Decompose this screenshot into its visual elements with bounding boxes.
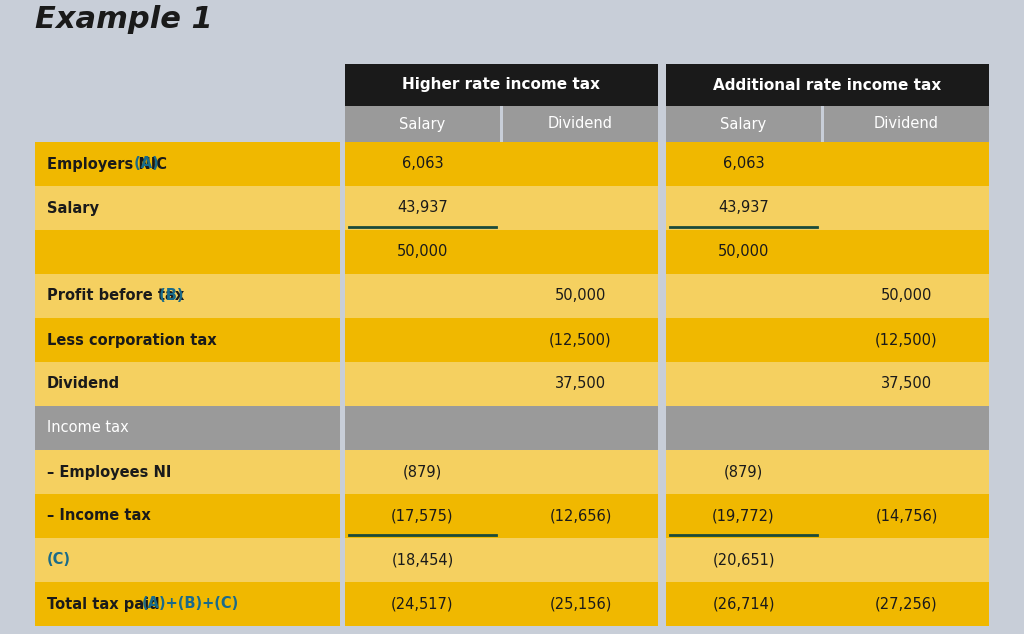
Text: (19,772): (19,772) bbox=[712, 508, 775, 524]
Bar bbox=[666, 318, 989, 362]
Text: – Income tax: – Income tax bbox=[47, 508, 151, 524]
Text: 50,000: 50,000 bbox=[718, 245, 769, 259]
Text: (26,714): (26,714) bbox=[713, 597, 775, 612]
Text: (879): (879) bbox=[402, 465, 442, 479]
Text: Salary: Salary bbox=[720, 117, 767, 131]
Bar bbox=[35, 230, 340, 274]
Text: Dividend: Dividend bbox=[548, 117, 613, 131]
Bar bbox=[345, 230, 658, 274]
Text: Employers NIC: Employers NIC bbox=[47, 157, 167, 172]
Bar bbox=[345, 406, 658, 450]
Bar bbox=[35, 406, 340, 450]
Bar bbox=[666, 106, 821, 142]
Bar bbox=[666, 538, 989, 582]
Bar bbox=[35, 494, 340, 538]
Bar bbox=[345, 274, 658, 318]
Bar bbox=[666, 582, 989, 626]
Bar bbox=[666, 362, 989, 406]
Text: (879): (879) bbox=[724, 465, 763, 479]
Text: 37,500: 37,500 bbox=[555, 377, 606, 392]
Text: 43,937: 43,937 bbox=[718, 200, 769, 216]
Bar bbox=[35, 186, 340, 230]
Text: (27,256): (27,256) bbox=[876, 597, 938, 612]
Text: (A): (A) bbox=[129, 157, 159, 172]
Text: (A)+(B)+(C): (A)+(B)+(C) bbox=[141, 597, 239, 612]
Text: 50,000: 50,000 bbox=[397, 245, 449, 259]
Bar bbox=[345, 106, 500, 142]
Bar bbox=[345, 64, 658, 106]
Text: (20,651): (20,651) bbox=[713, 552, 775, 567]
Bar bbox=[666, 64, 989, 106]
Bar bbox=[345, 582, 658, 626]
Text: 43,937: 43,937 bbox=[397, 200, 447, 216]
Bar bbox=[345, 538, 658, 582]
Bar bbox=[666, 274, 989, 318]
Bar bbox=[666, 142, 989, 186]
Bar bbox=[35, 142, 340, 186]
Text: 50,000: 50,000 bbox=[555, 288, 606, 304]
Text: Example 1: Example 1 bbox=[35, 5, 213, 34]
Bar bbox=[35, 274, 340, 318]
Text: 6,063: 6,063 bbox=[401, 157, 443, 172]
Text: 6,063: 6,063 bbox=[723, 157, 764, 172]
Text: Salary: Salary bbox=[47, 200, 99, 216]
Text: Total tax paid: Total tax paid bbox=[47, 597, 165, 612]
Bar bbox=[666, 450, 989, 494]
Text: (12,500): (12,500) bbox=[876, 332, 938, 347]
Text: 50,000: 50,000 bbox=[881, 288, 932, 304]
Bar bbox=[35, 318, 340, 362]
Bar bbox=[35, 362, 340, 406]
Text: Salary: Salary bbox=[399, 117, 445, 131]
Text: (24,517): (24,517) bbox=[391, 597, 454, 612]
Text: (12,656): (12,656) bbox=[549, 508, 611, 524]
Text: (25,156): (25,156) bbox=[549, 597, 611, 612]
Text: Less corporation tax: Less corporation tax bbox=[47, 332, 217, 347]
Text: Dividend: Dividend bbox=[47, 377, 120, 392]
Bar bbox=[666, 186, 989, 230]
Text: (18,454): (18,454) bbox=[391, 552, 454, 567]
Bar bbox=[503, 106, 658, 142]
Text: Dividend: Dividend bbox=[874, 117, 939, 131]
Text: Income tax: Income tax bbox=[47, 420, 129, 436]
Bar bbox=[35, 626, 340, 634]
Text: Higher rate income tax: Higher rate income tax bbox=[402, 77, 600, 93]
Text: (14,756): (14,756) bbox=[876, 508, 938, 524]
Bar bbox=[666, 406, 989, 450]
Bar bbox=[824, 106, 989, 142]
Text: (12,500): (12,500) bbox=[549, 332, 611, 347]
Bar bbox=[666, 494, 989, 538]
Text: (B): (B) bbox=[154, 288, 183, 304]
Bar bbox=[345, 186, 658, 230]
Bar bbox=[345, 450, 658, 494]
Text: (C): (C) bbox=[47, 552, 71, 567]
Text: Profit before tax: Profit before tax bbox=[47, 288, 184, 304]
Bar bbox=[35, 582, 340, 626]
Bar bbox=[345, 362, 658, 406]
Text: – Employees NI: – Employees NI bbox=[47, 465, 171, 479]
Bar bbox=[345, 494, 658, 538]
Bar bbox=[35, 538, 340, 582]
Text: (17,575): (17,575) bbox=[391, 508, 454, 524]
Bar bbox=[345, 318, 658, 362]
Bar bbox=[666, 230, 989, 274]
Text: Additional rate income tax: Additional rate income tax bbox=[714, 77, 942, 93]
Text: 37,500: 37,500 bbox=[881, 377, 932, 392]
Bar bbox=[345, 142, 658, 186]
Bar bbox=[35, 450, 340, 494]
